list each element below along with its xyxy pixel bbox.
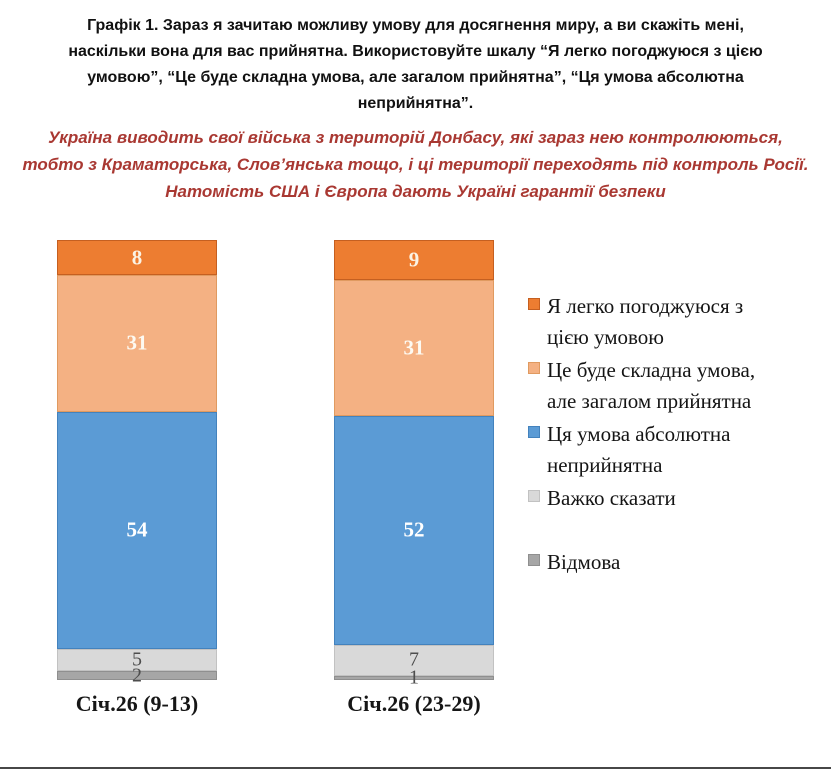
bar-segment: 5 — [57, 648, 217, 672]
legend-item: Важко сказати — [528, 483, 796, 547]
bar-segment: 9 — [334, 240, 494, 280]
bar-value-label: 9 — [408, 247, 420, 272]
bar-value-label: 54 — [126, 517, 148, 542]
legend-item-label: Ця умова абсолютна неприйнятна — [547, 422, 731, 477]
bar-column: 8 31 54 5 2 — [57, 240, 217, 686]
bar-segment: 54 — [57, 411, 217, 650]
legend-item: Це буде складна умова, але загалом прийн… — [528, 355, 796, 419]
legend-swatch — [528, 490, 540, 502]
bar-segment: 31 — [57, 275, 217, 412]
figure-bottom-border — [0, 767, 831, 769]
bar-segment: 7 — [334, 644, 494, 676]
legend-item: Ця умова абсолютна неприйнятна — [528, 419, 796, 483]
bar-value-label: 31 — [126, 330, 148, 355]
legend-item: Відмова — [528, 547, 796, 611]
legend-swatch — [528, 362, 540, 374]
bar-segment: 31 — [334, 279, 494, 416]
chart-legend: Я легко погоджуюся з цією умовою Це буде … — [528, 291, 796, 611]
chart-subtitle: Україна виводить свої війська з територі… — [22, 128, 809, 201]
legend-swatch — [528, 298, 540, 310]
bar-value-label: 5 — [132, 648, 142, 671]
category-label: Січ.26 (9-13) — [75, 691, 199, 716]
legend-swatch — [528, 554, 540, 566]
bar-segment: 2 — [57, 665, 217, 686]
legend-item-label: Я легко погоджуюся з цією умовою — [547, 294, 744, 349]
legend-item: Я легко погоджуюся з цією умовою — [528, 291, 796, 355]
bar-column: 9 31 52 7 1 — [334, 240, 494, 688]
chart-title: Графік 1. Зараз я зачитаю можливу умову … — [68, 17, 763, 112]
legend-item-label: Це буде складна умова, але загалом прийн… — [547, 358, 756, 413]
bar-value-label: 31 — [403, 335, 425, 360]
bar-value-label: 7 — [409, 648, 419, 671]
legend-item-label: Відмова — [547, 550, 621, 574]
category-label: Січ.26 (23-29) — [347, 691, 481, 716]
bar-segment: 8 — [57, 240, 217, 276]
bar-value-label: 52 — [403, 517, 425, 542]
legend-item-label: Важко сказати — [547, 486, 676, 510]
bar-segment: 1 — [334, 667, 494, 688]
bar-segment: 52 — [334, 415, 494, 645]
bar-value-label: 8 — [131, 245, 143, 270]
legend-swatch — [528, 426, 540, 438]
